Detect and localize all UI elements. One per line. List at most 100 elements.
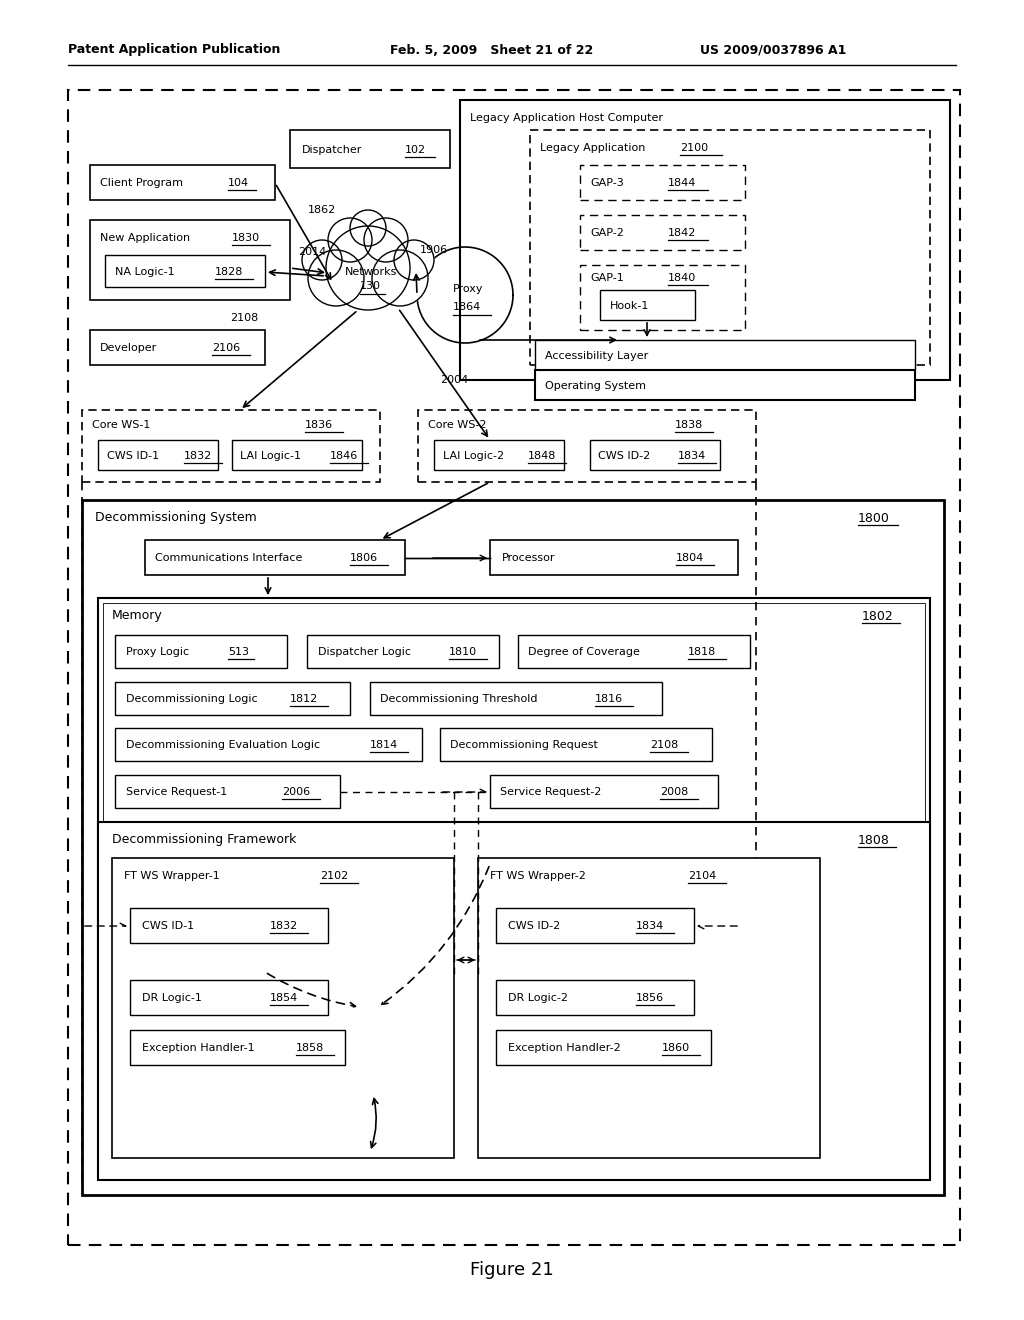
Bar bbox=[580, 265, 745, 330]
Text: FT WS Wrapper-1: FT WS Wrapper-1 bbox=[124, 871, 220, 880]
Bar bbox=[440, 729, 712, 762]
Text: 1836: 1836 bbox=[305, 420, 333, 430]
Bar bbox=[535, 370, 915, 400]
Bar bbox=[115, 682, 350, 715]
Text: CWS ID-2: CWS ID-2 bbox=[508, 921, 560, 931]
Bar bbox=[68, 90, 961, 1245]
Bar bbox=[370, 682, 662, 715]
Text: 2108: 2108 bbox=[230, 313, 258, 323]
Text: 1808: 1808 bbox=[858, 833, 890, 846]
Bar bbox=[115, 635, 287, 668]
Bar bbox=[232, 440, 362, 470]
Bar bbox=[98, 440, 218, 470]
Text: Dispatcher: Dispatcher bbox=[302, 145, 362, 154]
Bar bbox=[478, 858, 820, 1158]
Text: Hook-1: Hook-1 bbox=[610, 301, 649, 312]
Text: 1842: 1842 bbox=[668, 228, 696, 238]
Text: DR Logic-2: DR Logic-2 bbox=[508, 993, 568, 1003]
Text: Decommissioning Framework: Decommissioning Framework bbox=[112, 833, 296, 846]
Text: 1848: 1848 bbox=[528, 451, 556, 461]
Text: Decommissioning System: Decommissioning System bbox=[95, 511, 257, 524]
Text: Processor: Processor bbox=[502, 553, 555, 564]
Bar bbox=[418, 411, 756, 482]
Text: GAP-1: GAP-1 bbox=[590, 273, 624, 282]
Bar bbox=[115, 729, 422, 762]
Text: Networks: Networks bbox=[345, 267, 397, 277]
Circle shape bbox=[308, 249, 364, 306]
Bar bbox=[530, 129, 930, 366]
Text: Patent Application Publication: Patent Application Publication bbox=[68, 44, 281, 57]
Text: 1806: 1806 bbox=[350, 553, 378, 564]
Bar bbox=[496, 979, 694, 1015]
Text: 1906: 1906 bbox=[420, 246, 449, 255]
Bar bbox=[130, 1030, 345, 1065]
Text: 130: 130 bbox=[360, 281, 381, 290]
Text: 2008: 2008 bbox=[660, 787, 688, 797]
Text: 1814: 1814 bbox=[370, 741, 398, 750]
Text: 1818: 1818 bbox=[688, 647, 716, 657]
Text: 1856: 1856 bbox=[636, 993, 665, 1003]
Circle shape bbox=[372, 249, 428, 306]
Text: Figure 21: Figure 21 bbox=[470, 1261, 554, 1279]
Bar bbox=[90, 220, 290, 300]
Text: Decommissioning Logic: Decommissioning Logic bbox=[126, 694, 258, 704]
Text: 2004: 2004 bbox=[440, 375, 468, 385]
Bar bbox=[105, 255, 265, 286]
Text: 2006: 2006 bbox=[282, 787, 310, 797]
Bar bbox=[518, 635, 750, 668]
Text: 1844: 1844 bbox=[668, 178, 696, 187]
Text: 1834: 1834 bbox=[678, 451, 707, 461]
Text: 1834: 1834 bbox=[636, 921, 665, 931]
Circle shape bbox=[364, 218, 408, 261]
Bar bbox=[103, 603, 925, 1028]
Text: 1810: 1810 bbox=[449, 647, 477, 657]
Bar bbox=[112, 858, 454, 1158]
Text: Proxy: Proxy bbox=[453, 284, 483, 294]
Text: Proxy Logic: Proxy Logic bbox=[126, 647, 189, 657]
Text: 1862: 1862 bbox=[308, 205, 336, 215]
Bar bbox=[535, 341, 915, 370]
Text: Operating System: Operating System bbox=[545, 381, 646, 391]
Bar bbox=[496, 1030, 711, 1065]
Circle shape bbox=[328, 218, 372, 261]
Bar bbox=[434, 440, 564, 470]
Text: 1840: 1840 bbox=[668, 273, 696, 282]
Bar bbox=[580, 215, 745, 249]
Bar bbox=[90, 330, 265, 366]
Bar bbox=[115, 775, 340, 808]
Text: US 2009/0037896 A1: US 2009/0037896 A1 bbox=[700, 44, 847, 57]
Text: 1802: 1802 bbox=[862, 610, 894, 623]
Text: NA Logic-1: NA Logic-1 bbox=[115, 267, 175, 277]
Text: 2108: 2108 bbox=[650, 741, 678, 750]
Text: 1812: 1812 bbox=[290, 694, 318, 704]
Bar bbox=[82, 411, 380, 482]
Text: Service Request-2: Service Request-2 bbox=[500, 787, 601, 797]
Text: Service Request-1: Service Request-1 bbox=[126, 787, 227, 797]
Text: GAP-3: GAP-3 bbox=[590, 178, 624, 187]
Text: Core WS-2: Core WS-2 bbox=[428, 420, 486, 430]
Text: 1816: 1816 bbox=[595, 694, 624, 704]
Circle shape bbox=[326, 226, 410, 310]
Text: 2014: 2014 bbox=[298, 247, 327, 257]
Text: Decommissioning Evaluation Logic: Decommissioning Evaluation Logic bbox=[126, 741, 321, 750]
Text: 1854: 1854 bbox=[270, 993, 298, 1003]
Text: DR Logic-1: DR Logic-1 bbox=[142, 993, 202, 1003]
Bar bbox=[490, 540, 738, 576]
Text: 513: 513 bbox=[228, 647, 249, 657]
Text: 1846: 1846 bbox=[330, 451, 358, 461]
Bar bbox=[590, 440, 720, 470]
Bar bbox=[145, 540, 406, 576]
Bar bbox=[460, 100, 950, 380]
Text: 2104: 2104 bbox=[688, 871, 716, 880]
Text: Client Program: Client Program bbox=[100, 178, 183, 187]
Text: Legacy Application Host Computer: Legacy Application Host Computer bbox=[470, 114, 663, 123]
Bar bbox=[130, 908, 328, 942]
Text: GAP-2: GAP-2 bbox=[590, 228, 624, 238]
Text: CWS ID-1: CWS ID-1 bbox=[106, 451, 159, 461]
Text: 2102: 2102 bbox=[319, 871, 348, 880]
Text: Communications Interface: Communications Interface bbox=[155, 553, 302, 564]
Bar bbox=[82, 500, 944, 1195]
Bar bbox=[600, 290, 695, 319]
Text: 1860: 1860 bbox=[662, 1043, 690, 1053]
Bar bbox=[496, 908, 694, 942]
